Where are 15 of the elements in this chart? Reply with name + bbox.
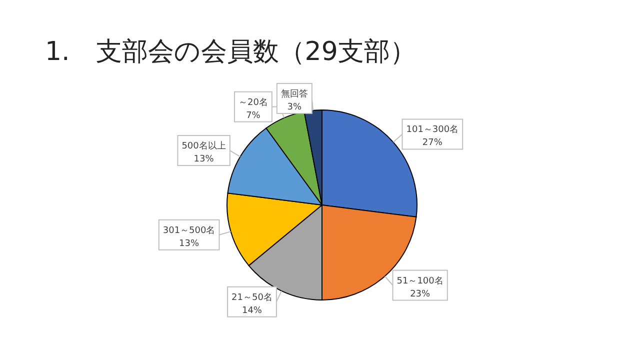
slice-label: 51～100名: [396, 275, 444, 286]
data-label: 13%: [194, 154, 214, 165]
slice-label: 101～300名: [406, 124, 459, 136]
data-label: 14%: [242, 306, 262, 316]
slice-label: ～20名: [238, 96, 268, 108]
slice-label: 500名以上: [182, 140, 226, 152]
slice-label: 301～500名: [162, 224, 216, 236]
chart-title: 1. 支部会の会員数（29支部）: [45, 37, 416, 67]
data-label: 23%: [410, 289, 431, 300]
data-label: 3%: [287, 102, 302, 112]
slice-label: 無回答: [280, 88, 308, 100]
data-label: 27%: [422, 138, 443, 148]
data-label: 7%: [246, 110, 261, 121]
data-label: 13%: [179, 238, 200, 249]
slice-label: 21～50名: [232, 292, 272, 303]
